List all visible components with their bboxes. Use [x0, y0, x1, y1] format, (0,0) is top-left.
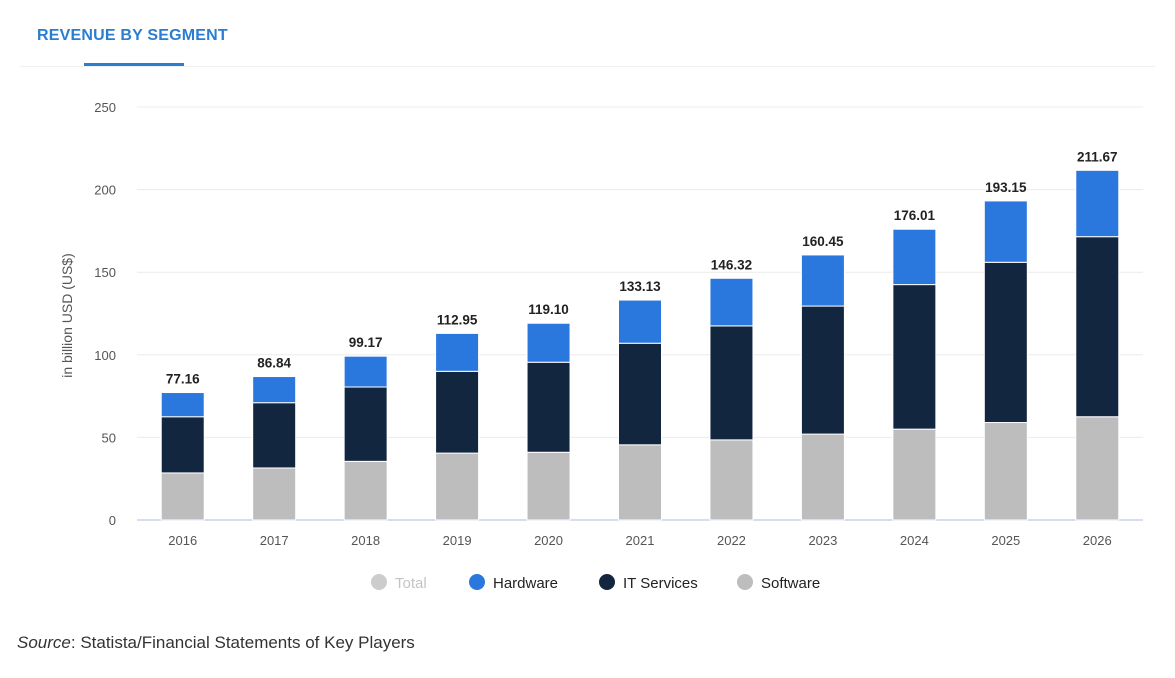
bar-hardware-2025[interactable] — [983, 200, 1028, 263]
bar-software-2021[interactable] — [618, 444, 662, 521]
x-tick-label: 2024 — [900, 533, 929, 548]
legend-label: Software — [761, 575, 820, 592]
bar-software-2023[interactable] — [800, 433, 845, 521]
x-tick-label: 2017 — [260, 533, 289, 548]
total-label-2019: 112.95 — [437, 312, 478, 327]
tab-divider — [20, 66, 1155, 67]
y-tick-label: 0 — [109, 513, 116, 528]
bar-software-2019[interactable] — [435, 452, 480, 521]
legend-label: Hardware — [493, 575, 558, 592]
bar-hardware-2017[interactable] — [252, 376, 297, 404]
source-label: Source — [17, 633, 71, 652]
bar-it-services-2018[interactable] — [343, 386, 388, 462]
bar-it-services-2017[interactable] — [252, 402, 297, 469]
bar-software-2022[interactable] — [709, 439, 754, 521]
bar-hardware-2019[interactable] — [435, 332, 480, 372]
bar-software-2025[interactable] — [983, 422, 1028, 521]
bar-software-2018[interactable] — [343, 460, 388, 521]
y-axis-label: in billion USD (US$) — [59, 253, 75, 377]
y-tick-label: 250 — [94, 100, 116, 115]
y-tick-label: 200 — [94, 183, 116, 198]
total-label-2017: 86.84 — [257, 356, 291, 371]
bar-software-2020[interactable] — [526, 451, 571, 521]
bars — [160, 169, 1120, 521]
legend-swatch — [599, 574, 615, 590]
total-label-2018: 99.17 — [349, 335, 383, 350]
y-axis-ticks: 0 50 100 150 200 250 — [94, 100, 116, 528]
source-text: : Statista/Financial Statements of Key P… — [70, 633, 415, 652]
total-label-2016: 77.16 — [166, 372, 200, 387]
bar-hardware-2020[interactable] — [526, 322, 571, 363]
bar-it-services-2024[interactable] — [892, 284, 937, 430]
legend-swatch — [371, 574, 387, 590]
legend-swatch — [737, 574, 753, 590]
legend-item-software[interactable]: Software — [737, 574, 820, 592]
total-label-2024: 176.01 — [894, 208, 936, 223]
revenue-chart: 0 50 100 150 200 250 in billion USD (US$) 77.… — [59, 100, 1143, 592]
legend-item-total[interactable]: Total — [371, 574, 427, 592]
x-tick-label: 2018 — [351, 533, 380, 548]
legend-label: Total — [395, 575, 427, 592]
bar-it-services-2025[interactable] — [983, 261, 1028, 424]
bar-software-2024[interactable] — [892, 428, 937, 521]
x-tick-label: 2023 — [808, 533, 837, 548]
bar-hardware-2021[interactable] — [618, 299, 662, 344]
total-label-2026: 211.67 — [1077, 149, 1118, 164]
source-note: Source: Statista/Financial Statements of… — [17, 633, 415, 653]
x-tick-label: 2016 — [168, 533, 197, 548]
total-label-2020: 119.10 — [528, 302, 569, 317]
bar-hardware-2018[interactable] — [343, 355, 388, 388]
x-tick-label: 2022 — [717, 533, 746, 548]
bar-it-services-2021[interactable] — [618, 342, 662, 446]
bar-software-2017[interactable] — [252, 467, 297, 521]
y-tick-label: 100 — [94, 348, 116, 363]
y-tick-label: 50 — [102, 430, 116, 445]
legend: Total Hardware IT Services Software — [371, 574, 820, 592]
total-labels: 77.16 86.84 99.17 112.95 119.10 133.13 146.32 1… — [166, 149, 1118, 386]
bar-hardware-2022[interactable] — [709, 277, 754, 327]
x-tick-label: 2019 — [443, 533, 472, 548]
tab-revenue-by-segment[interactable]: REVENUE BY SEGMENT — [37, 27, 228, 44]
x-tick-label: 2025 — [991, 533, 1020, 548]
bar-it-services-2023[interactable] — [800, 305, 845, 435]
legend-item-it-services[interactable]: IT Services — [599, 574, 698, 592]
total-label-2021: 133.13 — [619, 279, 661, 294]
legend-swatch — [469, 574, 485, 590]
legend-item-hardware[interactable]: Hardware — [469, 574, 558, 592]
bar-hardware-2016[interactable] — [160, 392, 205, 418]
bar-hardware-2023[interactable] — [800, 254, 845, 307]
total-label-2022: 146.32 — [711, 257, 752, 272]
y-tick-label: 150 — [94, 265, 116, 280]
legend-label: IT Services — [623, 575, 698, 592]
bar-hardware-2024[interactable] — [892, 228, 937, 286]
bar-it-services-2022[interactable] — [709, 325, 754, 441]
x-tick-label: 2021 — [626, 533, 655, 548]
bar-it-services-2019[interactable] — [435, 370, 480, 454]
bar-software-2016[interactable] — [160, 472, 205, 521]
bar-it-services-2026[interactable] — [1075, 236, 1120, 418]
bar-it-services-2020[interactable] — [526, 361, 571, 453]
x-axis-ticks: 2016 2017 2018 2019 2020 2021 2022 2023 2024 2025… — [168, 533, 1111, 548]
bar-software-2026[interactable] — [1075, 416, 1120, 521]
total-label-2025: 193.15 — [985, 180, 1027, 195]
bar-hardware-2026[interactable] — [1075, 169, 1120, 238]
total-label-2023: 160.45 — [802, 234, 844, 249]
bar-it-services-2016[interactable] — [160, 416, 205, 474]
x-tick-label: 2020 — [534, 533, 563, 548]
active-tab-indicator — [84, 63, 184, 66]
x-tick-label: 2026 — [1083, 533, 1112, 548]
